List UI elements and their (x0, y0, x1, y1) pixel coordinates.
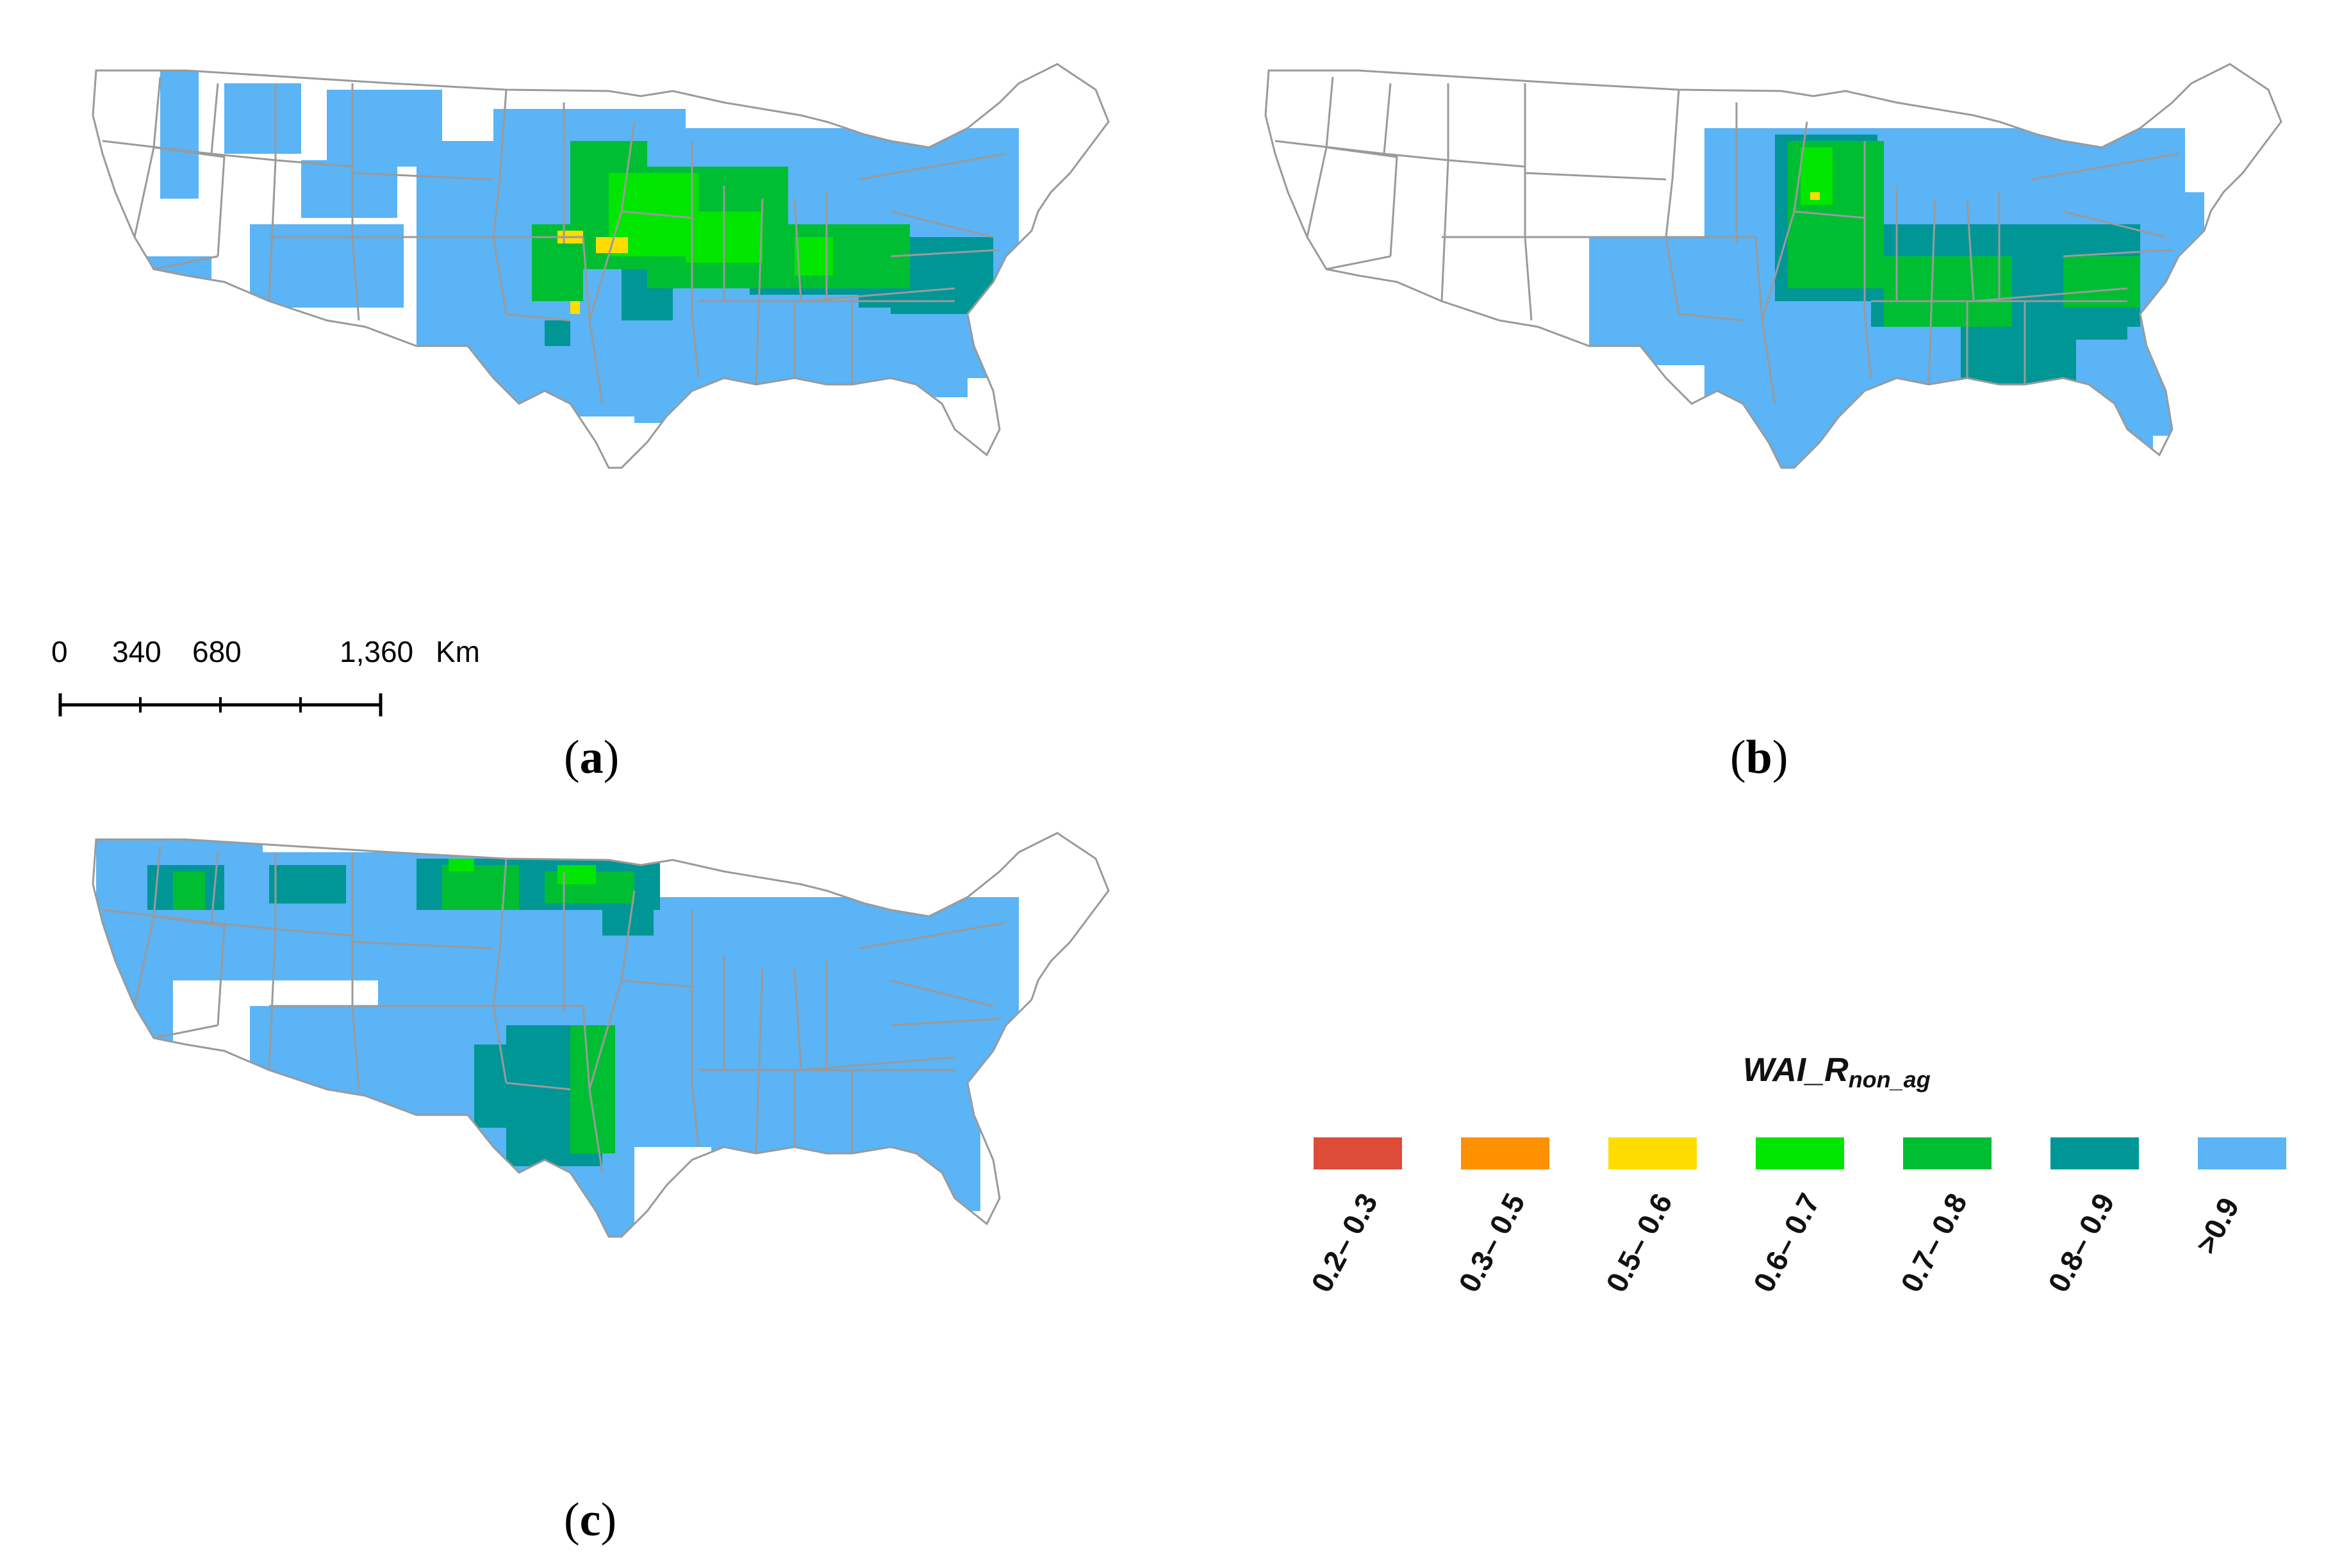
shaded-region-bin-gt-0-9 (109, 1083, 186, 1173)
legend-swatch-0-2-0-3 (1314, 1137, 1402, 1169)
legend-swatch-gt-0-9 (2198, 1137, 2286, 1169)
shaded-region-bin-gt-0-9 (1589, 404, 1717, 468)
shaded-region-bin-0-7-0-8 (2063, 256, 2140, 308)
scale-label-0: 0 (51, 635, 68, 668)
legend-label-0-6-0-7: 0.6– 0.7 (1746, 1187, 1826, 1298)
shaded-region-bin-0-6-0-7 (449, 859, 474, 871)
map-b-svg (1264, 63, 2282, 469)
legend-label-0-7-0-8: 0.7– 0.8 (1893, 1187, 1974, 1298)
shaded-region-bin-gt-0-9 (1724, 404, 1980, 468)
shaded-region-bin-0-7-0-8 (442, 865, 519, 910)
shaded-region-bin-0-7-0-8 (570, 1025, 615, 1153)
shaded-region-bin-gt-0-9 (827, 1089, 968, 1166)
shaded-region-bin-0-8-0-9 (269, 865, 346, 904)
shaded-region-bin-0-7-0-8 (173, 871, 205, 910)
map-panel-a (32, 19, 1147, 724)
shaded-region-bin-0-7-0-8 (1884, 256, 2012, 327)
shaded-region-bin-gt-0-9 (96, 974, 173, 1115)
scale-bar-line (58, 693, 383, 716)
scale-bar: 0 340 680 1,360 Km (51, 634, 480, 737)
scale-label-340: 340 (112, 635, 161, 668)
shaded-region-bin-gt-0-9 (250, 224, 404, 308)
shaded-region-bin-gt-0-9 (827, 320, 968, 397)
legend-swatch-0-6-0-7 (1756, 1137, 1844, 1169)
legend-label-gt-0-9: >0.9 (2188, 1192, 2246, 1259)
shaded-region-bin-0-8-0-9 (474, 1044, 519, 1128)
shaded-region-bin-gt-0-9 (224, 83, 301, 154)
shaded-region-bin-0-5-0-6 (570, 301, 580, 314)
legend-swatch-0-7-0-8 (1903, 1137, 1992, 1169)
shaded-region-bin-gt-0-9 (634, 320, 827, 423)
legend-swatch-0-3-0-5 (1461, 1137, 1549, 1169)
legend: WAI_Rnon_ag 0.2– 0.3 0.3– 0.5 0.5– 0.6 0… (1275, 1051, 2300, 1410)
legend-label-0-8-0-9: 0.8– 0.9 (2041, 1187, 2121, 1298)
map-panel-c (32, 788, 1147, 1493)
scale-label-1360: 1,360 (340, 635, 414, 668)
legend-label-0-3-0-5: 0.3– 0.5 (1451, 1187, 1531, 1298)
shaded-region-bin-0-5-0-6 (1810, 192, 1820, 200)
shaded-region-bin-0-7-0-8 (141, 1211, 167, 1230)
shaded-region-bin-gt-0-9 (1589, 237, 1781, 365)
scale-label-680: 680 (192, 635, 242, 668)
scale-unit: Km (436, 635, 480, 668)
panel-label-a: (a) (564, 731, 620, 784)
shaded-region-bin-gt-0-9 (160, 70, 199, 199)
shaded-region-bin-0-8-0-9 (545, 320, 570, 346)
map-panel-b (1205, 19, 2320, 724)
map-a-svg (92, 63, 1110, 469)
shaded-region-bin-gt-0-9 (301, 160, 397, 218)
legend-label-0-2-0-3: 0.2– 0.3 (1304, 1187, 1384, 1298)
legend-swatch-0-5-0-6 (1608, 1137, 1697, 1169)
panel-label-b: (b) (1730, 731, 1788, 784)
map-c-svg (92, 832, 1110, 1238)
panel-label-c: (c) (564, 1494, 617, 1546)
legend-label-0-5-0-6: 0.5– 0.6 (1599, 1187, 1679, 1298)
legend-swatch-0-8-0-9 (2050, 1137, 2139, 1169)
legend-title: WAI_Rnon_ag (1743, 1052, 1931, 1093)
